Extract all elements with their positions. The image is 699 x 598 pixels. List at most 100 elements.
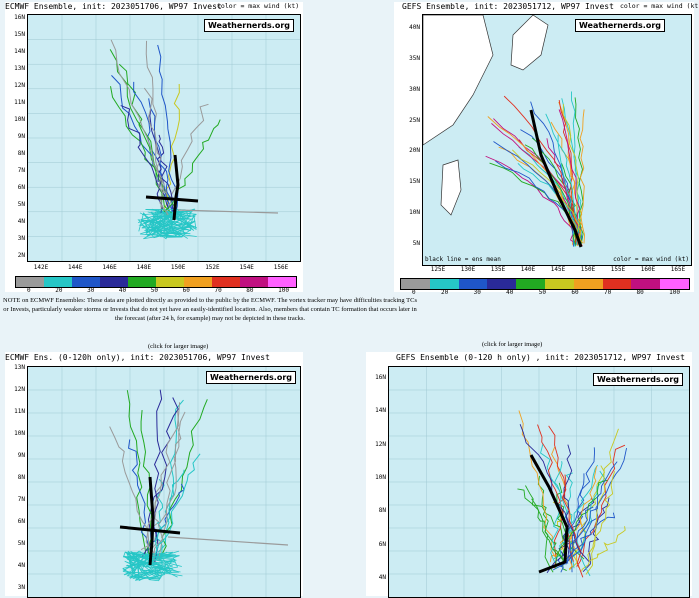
ensemble-track [560,506,594,573]
gefs-120h-tracks [389,367,689,597]
ecmwf-120h-panel[interactable]: ECMWF Ens. (0-120h only), init: 20230517… [5,352,303,598]
wind-scale-tick: 30 [473,289,481,296]
wind-scale-swatch [16,277,44,287]
wind-scale-tick: 100 [278,287,289,294]
lat-label: 25N [409,116,420,124]
gefs-inner-color-label: color = max wind (kt) [613,256,689,263]
lon-label: 142E [33,264,49,271]
gefs-panel-title: GEFS Ensemble, init: 2023051712, WP97 In… [402,2,614,11]
gefs-color-label: color = max wind (kt) [620,2,699,10]
lat-label: 13N [14,364,25,371]
ensemble-track [110,39,176,216]
lat-label: 11N [14,99,25,106]
ensemble-mean-track [529,109,583,248]
ensemble-track [157,399,184,553]
ecmwf-panel-title: ECMWF Ensemble, init: 2023051706, WP97 I… [5,2,222,11]
click-larger-left[interactable]: (click for larger image) [148,343,209,350]
lat-label: 7N [17,167,25,174]
ensemble-track [145,209,191,236]
ensemble-track [548,425,584,578]
lat-label: 35N [409,54,420,62]
wind-scale-swatch [128,277,156,287]
lat-label: 5N [17,201,25,208]
lat-label: 30N [409,85,420,93]
ensemble-track [579,109,585,244]
ecmwf-120h-tracks [28,367,300,597]
ecmwf-120h-track-map: Weathernerds.org [27,366,301,598]
ensemble-track [540,443,591,577]
wind-scale-swatch [268,277,296,287]
ecmwf-ensemble-panel[interactable]: ECMWF Ensemble, init: 2023051706, WP97 I… [5,2,303,294]
wind-scale-swatch [544,279,574,289]
wind-scale-swatch [429,279,459,289]
ensemble-track [118,63,168,216]
wind-scale-tick: 40 [506,289,514,296]
japan-landmass [510,15,549,71]
lat-label: 8N [17,150,25,157]
ecmwf-120h-title: ECMWF Ens. (0-120h only), init: 20230517… [5,353,270,362]
lat-label: 16N [14,14,25,21]
lon-label: 150E [580,266,596,273]
ensemble-track [558,100,577,244]
wind-scale-tick: 60 [571,289,579,296]
gefs-120h-panel[interactable]: GEFS Ensemble (0-120 h only) , init: 202… [366,352,692,598]
gefs-120h-title: GEFS Ensemble (0-120 h only) , init: 202… [396,353,685,362]
ensemble-track [143,210,197,237]
wind-scale-tick: 70 [214,287,222,294]
gefs-120h-track-map: Weathernerds.org [388,366,690,598]
ensemble-track [487,116,578,246]
lat-label: 6N [17,518,25,525]
wind-scale-tick: 100 [669,289,680,296]
ensemble-track [574,97,584,245]
ensemble-mean-track [529,454,569,574]
lat-label: 20N [409,147,420,155]
lat-label: 8N [17,474,25,481]
weathernerds-badge: Weathernerds.org [203,19,294,32]
wind-scale-tick: 0 [27,287,31,294]
lon-label: 156E [273,264,289,271]
ensemble-track [555,479,608,569]
lat-label: 12N [14,82,25,89]
lat-label: 14N [14,48,25,55]
wind-scale-tick: 60 [182,287,190,294]
ecmwf-color-label: color = max wind (kt) [217,2,300,10]
ensemble-mean-track [172,154,180,221]
wind-scale-swatch [156,277,184,287]
wind-scale-swatch [458,279,488,289]
lat-label: 12N [375,440,386,448]
ensemble-track [109,426,152,557]
lat-label: 12N [14,386,25,393]
ensemble-track [148,98,173,213]
ensemble-track [485,155,577,245]
wind-scale-swatch [516,279,545,289]
ensemble-track [124,556,170,579]
wind-scale-swatch [212,277,240,287]
ensemble-track [111,75,176,217]
lon-label: 144E [68,264,83,271]
gefs-track-map: Weathernerds.org black line = ens mean c… [422,14,692,266]
wind-scale-tick: 0 [412,289,416,296]
click-larger-right[interactable]: (click for larger image) [482,341,543,348]
ensemble-track [140,410,180,551]
ecmwf-note: NOTE on ECMWF Ensembles: These data are … [3,297,417,322]
wind-scale-tick: 50 [150,287,158,294]
lat-label: 10N [409,209,420,217]
lon-label: 155E [610,266,626,273]
ensemble-track [582,497,610,572]
wind-scale-swatch [401,279,430,289]
lat-label: 6N [17,184,25,191]
gefs-mean-legend: black line = ens mean [425,256,501,263]
ensemble-track [565,447,628,565]
weathernerds-badge: Weathernerds.org [205,371,296,384]
wind-scale-swatch [240,277,268,287]
wind-scale-tick: 80 [246,287,254,294]
ensemble-track [129,559,175,580]
gefs-tracks [423,15,585,248]
ensemble-mean-track [145,195,199,203]
wind-scale-swatch [100,277,128,287]
ensemble-track [127,550,183,577]
lat-label: 6N [378,540,386,548]
gefs-ensemble-panel[interactable]: GEFS Ensemble, init: 2023051712, WP97 In… [394,2,699,296]
wind-scale-swatch [487,279,517,289]
ensemble-track [566,461,618,564]
